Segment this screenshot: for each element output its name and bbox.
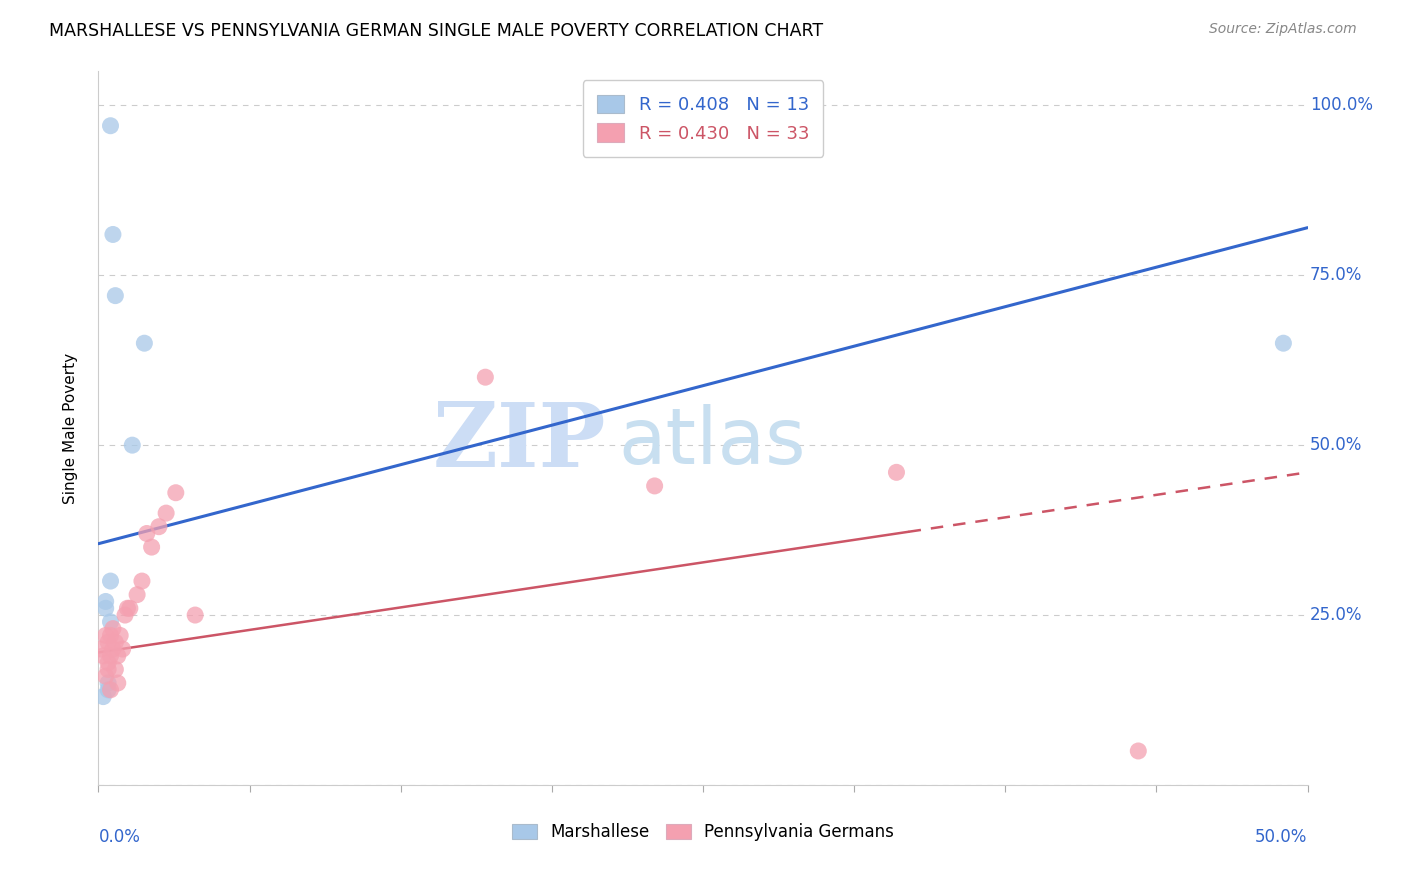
Point — [100, 682, 122, 697]
Point — [107, 676, 129, 690]
Point — [97, 656, 120, 670]
Point — [118, 601, 141, 615]
Text: 25.0%: 25.0% — [1310, 606, 1362, 624]
Point — [100, 648, 122, 663]
Point — [94, 628, 117, 642]
Text: 100.0%: 100.0% — [1310, 96, 1374, 114]
Point — [134, 336, 156, 351]
Point — [90, 642, 112, 657]
Point — [91, 648, 114, 663]
Point — [165, 485, 187, 500]
Text: 0.0%: 0.0% — [98, 828, 141, 846]
Point — [94, 601, 117, 615]
Point — [100, 615, 122, 629]
Point — [131, 574, 153, 588]
Point — [104, 635, 127, 649]
Text: ZIP: ZIP — [433, 399, 606, 486]
Point — [107, 648, 129, 663]
Point — [127, 588, 149, 602]
Text: MARSHALLESE VS PENNSYLVANIA GERMAN SINGLE MALE POVERTY CORRELATION CHART: MARSHALLESE VS PENNSYLVANIA GERMAN SINGL… — [49, 22, 824, 40]
Point — [117, 601, 139, 615]
Point — [108, 628, 131, 642]
Point — [94, 669, 117, 683]
Text: Source: ZipAtlas.com: Source: ZipAtlas.com — [1209, 22, 1357, 37]
Point — [135, 526, 157, 541]
Point — [155, 506, 177, 520]
Point — [184, 608, 207, 623]
Point — [1128, 744, 1150, 758]
Point — [111, 642, 134, 657]
Point — [97, 682, 120, 697]
Point — [101, 622, 124, 636]
Text: 75.0%: 75.0% — [1310, 266, 1362, 285]
Point — [1272, 336, 1295, 351]
Point — [886, 466, 908, 480]
Point — [141, 540, 163, 554]
Text: 50.0%: 50.0% — [1256, 828, 1308, 846]
Point — [114, 608, 136, 623]
Point — [97, 662, 120, 676]
Point — [148, 519, 170, 533]
Point — [97, 635, 120, 649]
Point — [100, 119, 122, 133]
Point — [104, 662, 127, 676]
Point — [104, 288, 127, 302]
Text: atlas: atlas — [619, 404, 806, 481]
Point — [644, 479, 666, 493]
Point — [101, 642, 124, 657]
Point — [101, 227, 124, 242]
Point — [100, 628, 122, 642]
Point — [474, 370, 496, 384]
Point — [97, 676, 120, 690]
Legend: Marshallese, Pennsylvania Germans: Marshallese, Pennsylvania Germans — [505, 817, 901, 848]
Point — [94, 594, 117, 608]
Point — [91, 690, 114, 704]
Point — [100, 574, 122, 588]
Y-axis label: Single Male Poverty: Single Male Poverty — [63, 352, 77, 504]
Point — [121, 438, 143, 452]
Text: 50.0%: 50.0% — [1310, 436, 1362, 454]
